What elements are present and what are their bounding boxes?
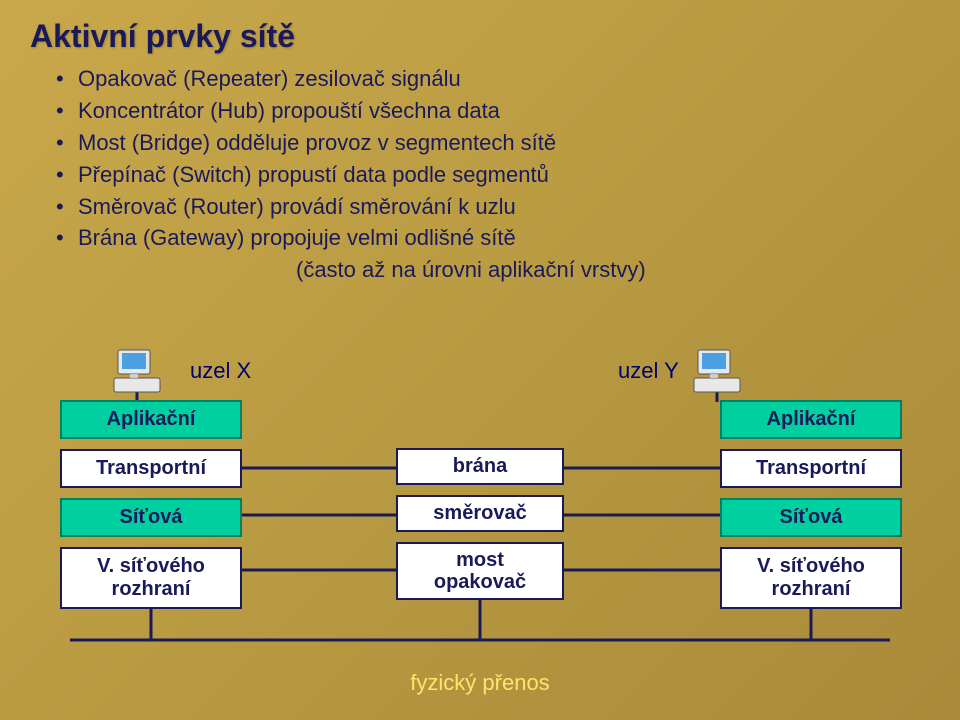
computer-icon: [112, 348, 162, 396]
mid-bridge-repeater: mostopakovač: [396, 542, 564, 600]
layer-network: Síťová: [60, 498, 242, 537]
layer-link: V. síťovéhorozhraní: [720, 547, 902, 609]
slide-title: Aktivní prvky sítě: [0, 0, 960, 55]
bullet-subtext: (často až na úrovni aplikační vrstvy): [56, 254, 960, 286]
layer-diagram: uzel X uzel Y Aplikační Transportní Síťo…: [0, 340, 960, 720]
node-label-x: uzel X: [190, 358, 251, 384]
bullet-item: Brána (Gateway) propojuje velmi odlišné …: [56, 222, 960, 254]
layer-link: V. síťovéhorozhraní: [60, 547, 242, 609]
bullet-item: Přepínač (Switch) propustí data podle se…: [56, 159, 960, 191]
layer-app: Aplikační: [60, 400, 242, 439]
bullet-item: Směrovač (Router) provádí směrování k uz…: [56, 191, 960, 223]
physical-transfer-label: fyzický přenos: [0, 670, 960, 696]
mid-router: směrovač: [396, 495, 564, 532]
layer-network: Síťová: [720, 498, 902, 537]
bullet-item: Koncentrátor (Hub) propouští všechna dat…: [56, 95, 960, 127]
layer-app: Aplikační: [720, 400, 902, 439]
computer-icon: [692, 348, 742, 396]
mid-gateway: brána: [396, 448, 564, 485]
layer-transport: Transportní: [720, 449, 902, 488]
node-label-y: uzel Y: [618, 358, 679, 384]
layer-transport: Transportní: [60, 449, 242, 488]
bullet-item: Most (Bridge) odděluje provoz v segmente…: [56, 127, 960, 159]
bullet-list: Opakovač (Repeater) zesilovač signálu Ko…: [0, 55, 960, 286]
stack-right: Aplikační Transportní Síťová V. síťového…: [720, 400, 902, 619]
stack-left: Aplikační Transportní Síťová V. síťového…: [60, 400, 242, 619]
bullet-item: Opakovač (Repeater) zesilovač signálu: [56, 63, 960, 95]
